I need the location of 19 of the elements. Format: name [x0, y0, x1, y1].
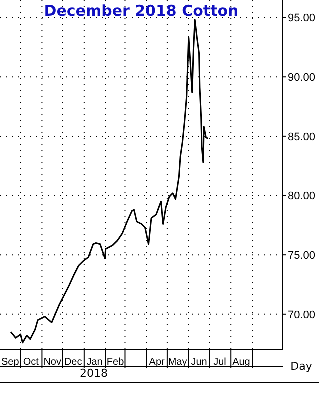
x-tick-label: Oct — [23, 357, 40, 368]
text: 2018 — [80, 367, 108, 380]
x-tick-label: May — [168, 357, 188, 368]
x-tick-label: Jul — [214, 357, 226, 368]
x-tick-label: Feb — [106, 357, 125, 368]
x-tick-label: Nov — [44, 357, 62, 368]
y-tick-label: 95.00 — [288, 12, 316, 25]
chart-title: December 2018 Cotton — [43, 2, 240, 20]
y-tick-label: 75.00 — [288, 250, 316, 262]
x-tick-label: Jun — [191, 357, 208, 368]
y-tick-label: 90.00 — [288, 72, 316, 84]
x-tick-label: Jan — [86, 357, 103, 368]
x-axis-title: Day — [290, 360, 314, 373]
y-tick-label: 80.00 — [288, 190, 316, 203]
x-tick-label: Sep — [1, 357, 20, 368]
y-tick-label: 85.00 — [288, 131, 316, 144]
x-tick-label: Dec — [64, 357, 82, 368]
y-tick-label: 70.00 — [288, 309, 316, 322]
x-tick-label: Apr — [149, 357, 166, 368]
